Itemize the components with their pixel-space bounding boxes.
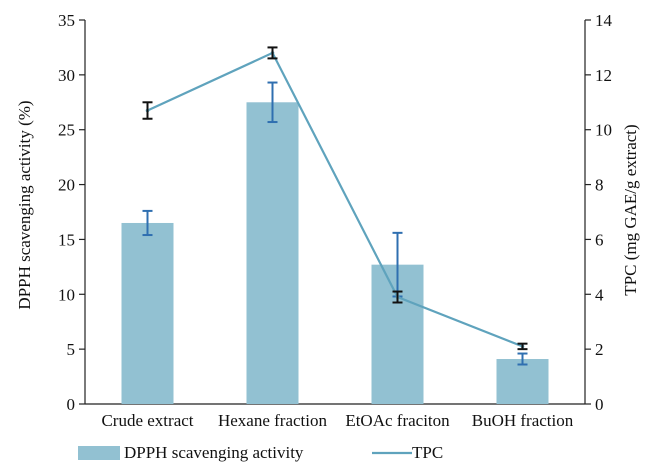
legend-bar-label: DPPH scavenging activity xyxy=(124,443,304,462)
bars-layer xyxy=(121,102,549,405)
dpph-bar xyxy=(121,222,174,404)
y-right-tick-label: 2 xyxy=(595,340,604,359)
line-error-bars xyxy=(142,46,528,351)
labels-layer: DPPH scavenging activity (%) TPC (mg GAE… xyxy=(15,100,640,309)
x-category-label: Crude extract xyxy=(101,411,193,430)
legend-bar-swatch xyxy=(78,446,120,460)
y-right-tick-label: 12 xyxy=(595,66,612,85)
y-left-tick-label: 25 xyxy=(58,121,75,140)
y-left-tick-label: 35 xyxy=(58,11,75,30)
x-category-label: EtOAc fraciton xyxy=(345,411,450,430)
y-left-tick-label: 20 xyxy=(58,176,75,195)
y-left-tick-label: 30 xyxy=(58,66,75,85)
x-category-label: BuOH fraction xyxy=(472,411,574,430)
y-left-tick-label: 15 xyxy=(58,230,75,249)
axes-layer: 0 5 10 15 20 25 30 35 0 2 4 6 8 10 12 14 Crude extract He… xyxy=(58,11,613,430)
legend: DPPH scavenging activity TPC xyxy=(78,443,443,462)
y-right-tick-label: 8 xyxy=(595,176,604,195)
dpph-bar xyxy=(246,102,299,405)
y-left-tick-label: 10 xyxy=(58,285,75,304)
tpc-line xyxy=(147,51,523,348)
y-right-tick-label: 10 xyxy=(595,121,612,140)
y-right-tick-label: 4 xyxy=(595,285,604,304)
y-axis-right-title: TPC (mg GAE/g extract) xyxy=(621,124,640,295)
tpc-line-layer xyxy=(145,51,525,349)
x-category-label: Hexane fraction xyxy=(218,411,328,430)
y-right-tick-label: 6 xyxy=(595,230,604,249)
y-right-tick-label: 14 xyxy=(595,11,613,30)
y-right-tick-label: 0 xyxy=(595,395,604,414)
y-left-tick-label: 0 xyxy=(67,395,76,414)
y-left-tick-label: 5 xyxy=(67,340,76,359)
legend-line-label: TPC xyxy=(412,443,443,462)
y-axis-left-title: DPPH scavenging activity (%) xyxy=(15,100,34,309)
dpph-bar xyxy=(496,359,549,404)
bar-error-bars xyxy=(142,81,528,366)
